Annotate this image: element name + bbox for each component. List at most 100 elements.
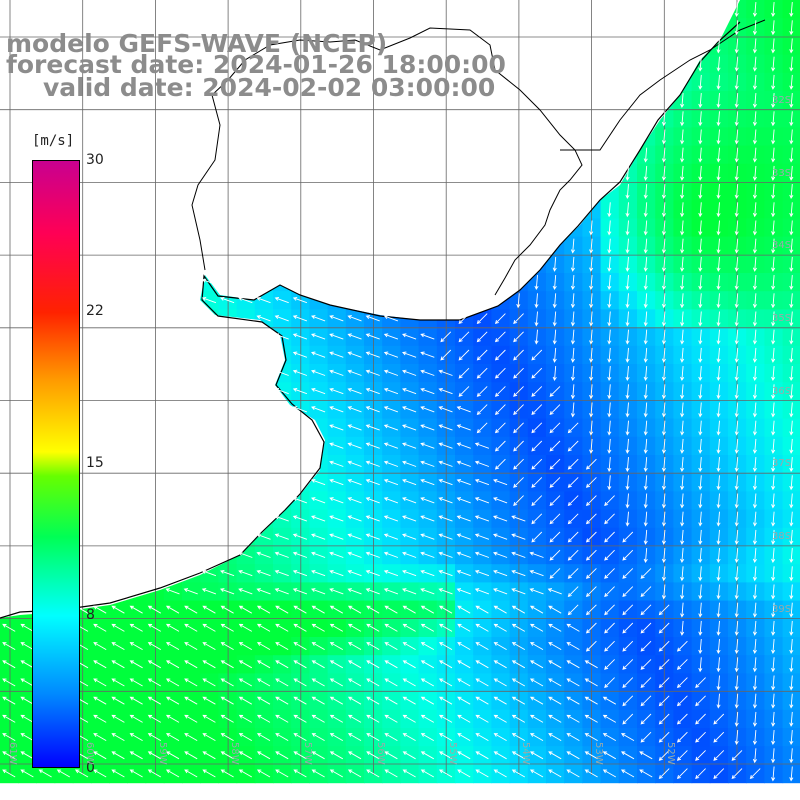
wind-arrow [698,493,703,509]
wind-arrow [311,660,325,669]
wind-arrow [734,475,739,491]
wind-arrow [584,660,598,669]
wind-arrow [256,678,271,687]
wind-arrow [2,660,16,669]
wind-arrow [661,311,666,327]
wind-arrow [716,493,721,509]
wind-arrow [366,714,380,723]
wind-arrow [238,769,253,778]
wind-arrow [643,511,648,527]
title-forecast-date: forecast date: 2024-01-26 18:00:00 [6,50,506,79]
wind-arrow [676,677,688,689]
wind-arrow [622,549,634,561]
wind-arrow [458,349,470,361]
wind-arrow [549,422,561,434]
wind-arrow [475,769,489,778]
wind-arrow [752,366,757,382]
wind-arrow [625,165,630,181]
wind-arrow [329,515,344,522]
wind-arrow [789,238,794,254]
wind-arrow [494,386,506,397]
wind-arrow [625,420,630,436]
wind-arrow [529,751,544,760]
wind-arrow [513,458,524,470]
wind-arrow [202,696,216,705]
wind-arrow [716,56,721,72]
wind-arrow [716,384,721,400]
wind-arrow [698,202,703,218]
wind-arrow [147,642,162,650]
wind-arrow [516,293,521,309]
wind-arrow [365,369,380,376]
wind-arrow [752,238,757,254]
wind-arrow [566,696,580,705]
wind-arrow [293,751,307,760]
wind-arrow [511,678,526,687]
wind-arrow [548,605,562,614]
wind-arrow [402,333,417,340]
wind-arrow [220,733,234,741]
wind-arrow [602,769,617,778]
wind-arrow [274,569,289,577]
wind-arrow [2,678,16,687]
wind-arrow [622,531,634,543]
wind-arrow [548,751,562,760]
wind-arrow [752,457,757,473]
wind-arrow [201,588,217,595]
wind-arrow [456,515,471,522]
wind-arrow [716,275,721,291]
wind-arrow [695,768,706,780]
wind-arrow [384,660,398,669]
wind-arrow [680,384,685,400]
wind-arrow [552,347,557,363]
wind-arrow [438,387,453,395]
wind-arrow [365,315,380,322]
wind-arrow [734,329,739,345]
wind-arrow [716,238,721,254]
wind-arrow [680,275,685,291]
wind-arrow [474,460,490,467]
wind-arrow [585,640,597,652]
wind-arrow [620,751,635,760]
wind-arrow [165,714,180,723]
wind-arrow [165,588,180,595]
wind-arrow [622,568,634,579]
wind-arrow [698,129,703,145]
wind-arrow [513,477,524,488]
wind-arrow [752,620,757,636]
wind-arrow [457,733,471,741]
wind-arrow [752,184,757,200]
wind-arrow [457,678,471,687]
wind-arrow [789,311,794,327]
wind-arrow [607,384,612,400]
wind-arrow [643,347,648,363]
wind-arrow [111,623,125,632]
wind-arrow [347,351,362,358]
wind-arrow [789,129,794,145]
wind-arrow [420,588,435,595]
wind-arrow [347,569,362,577]
wind-arrow [567,586,579,598]
wind-arrow [607,366,612,382]
wind-arrow [661,420,666,436]
wind-arrow [789,293,794,309]
wind-arrow [640,659,652,670]
wind-arrow [661,475,666,491]
lon-label-61w: 61W [7,742,18,765]
lat-label-34s: 34S [772,240,792,251]
wind-arrow [698,366,703,382]
wind-arrow [457,751,471,760]
wind-arrow [293,769,307,778]
wind-arrow [716,657,721,673]
wind-arrow [438,569,453,577]
wind-arrow [716,475,721,491]
wind-arrow [589,293,594,309]
wind-arrow [347,551,362,558]
wind-arrow [734,147,739,163]
wind-arrow [384,751,398,760]
wind-arrow [716,147,721,163]
wind-arrow [494,367,506,379]
wind-arrow [311,569,326,577]
wind-arrow [292,351,308,358]
wind-arrow [438,642,453,650]
